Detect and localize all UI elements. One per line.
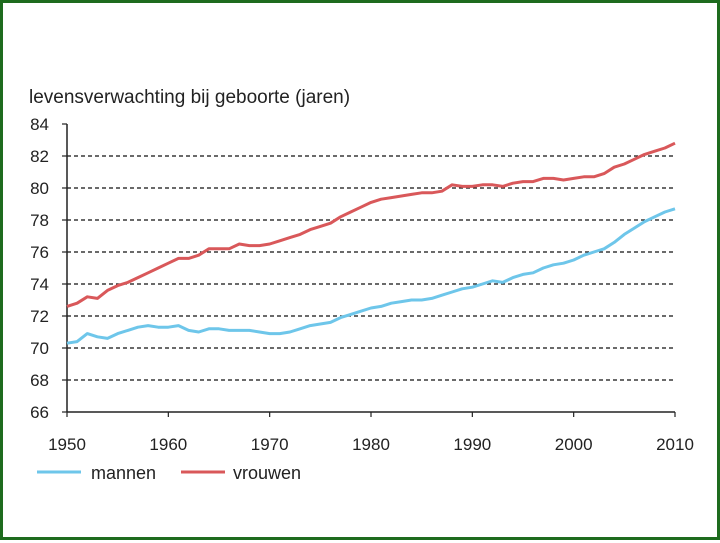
- x-tick-label-2010: 2010: [656, 435, 694, 454]
- x-tick-label-2000: 2000: [555, 435, 593, 454]
- series-line-vrouwen: [66, 141, 676, 308]
- y-axis-label: levensverwachting bij geboorte (jaren): [29, 87, 350, 108]
- x-tick-label-1960: 1960: [149, 435, 187, 454]
- y-tick-label-70: 70: [30, 339, 49, 358]
- y-tick-label-84: 84: [30, 115, 49, 134]
- legend: mannen vrouwen: [37, 463, 301, 483]
- gridlines: [67, 155, 675, 381]
- y-tick-label-72: 72: [30, 307, 49, 326]
- y-tick-label-82: 82: [30, 147, 49, 166]
- y-tick-label-66: 66: [30, 403, 49, 422]
- y-tick-label-78: 78: [30, 211, 49, 230]
- y-tick-label-68: 68: [30, 371, 49, 390]
- x-tick-label-1980: 1980: [352, 435, 390, 454]
- y-tick-label-74: 74: [30, 275, 49, 294]
- legend-label-mannen: mannen: [91, 463, 156, 483]
- y-tick-label-80: 80: [30, 179, 49, 198]
- series-lines: [66, 141, 676, 345]
- y-ticks: 66 68 70 72 74 76 78 80 82 84: [30, 115, 67, 422]
- series-line-mannen: [66, 207, 676, 345]
- life-expectancy-chart: levensverwachting bij geboorte (jaren) 6…: [29, 87, 694, 483]
- legend-label-vrouwen: vrouwen: [233, 463, 301, 483]
- x-tick-label-1970: 1970: [251, 435, 289, 454]
- x-tick-label-1990: 1990: [453, 435, 491, 454]
- x-ticks: 1950 1960 1970 1980 1990 2000 2010: [48, 412, 694, 454]
- x-tick-label-1950: 1950: [48, 435, 86, 454]
- y-tick-label-76: 76: [30, 243, 49, 262]
